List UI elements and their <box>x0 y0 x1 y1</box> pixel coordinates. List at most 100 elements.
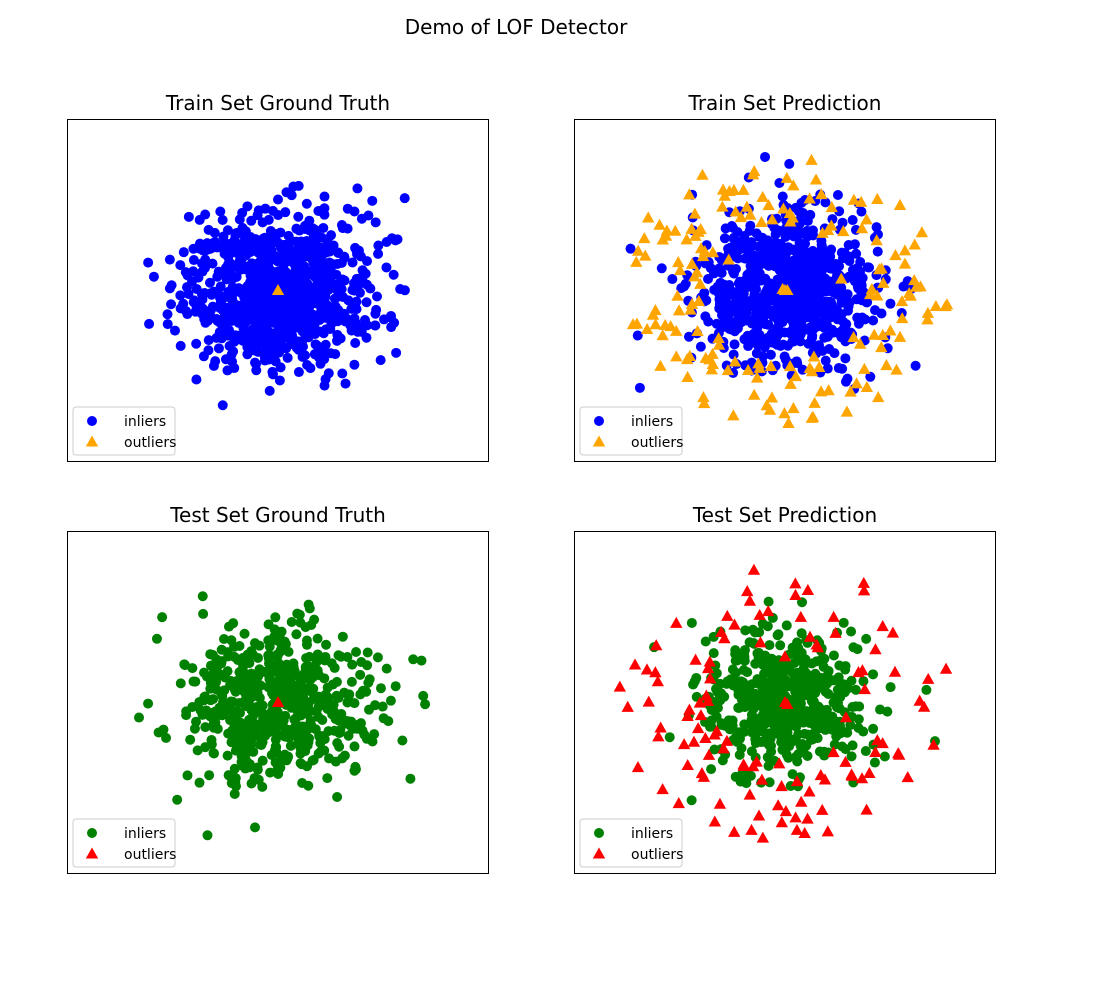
inlier-point <box>356 657 367 668</box>
inlier-point <box>728 301 739 312</box>
inlier-point <box>216 658 227 669</box>
inlier-point <box>819 314 830 325</box>
inlier-point <box>329 662 340 673</box>
outlier-point <box>803 630 817 642</box>
inlier-point <box>749 251 760 262</box>
outlier-point <box>782 416 795 428</box>
outlier-point <box>825 219 838 231</box>
inlier-point <box>199 256 210 267</box>
inlier-point <box>181 282 192 293</box>
inlier-point <box>872 246 883 257</box>
inlier-point <box>828 697 839 708</box>
inlier-point <box>320 374 331 385</box>
inlier-point <box>385 695 396 706</box>
inlier-point <box>720 720 731 731</box>
outlier-point <box>721 364 735 376</box>
inlier-point <box>842 373 853 384</box>
inlier-point <box>858 726 869 737</box>
inlier-point <box>827 214 838 225</box>
inlier-point <box>775 264 786 275</box>
outlier-point <box>808 396 821 408</box>
inlier-point <box>251 365 262 376</box>
outlier-point <box>642 695 655 707</box>
plot-area <box>133 591 431 841</box>
inlier-point <box>817 709 828 720</box>
plot-area <box>625 151 954 428</box>
outlier-point <box>778 407 791 419</box>
inlier-point <box>247 649 258 660</box>
inlier-point <box>885 298 896 309</box>
inlier-point <box>310 225 321 236</box>
inlier-point <box>377 701 388 712</box>
outlier-point <box>764 360 778 372</box>
inlier-point <box>143 257 154 268</box>
outlier-point <box>677 738 691 750</box>
inlier-point <box>733 689 744 700</box>
inlier-point <box>361 297 372 308</box>
outlier-point <box>781 697 794 709</box>
inlier-point <box>837 363 848 374</box>
inlier-point <box>327 310 338 321</box>
outlier-point <box>818 773 832 785</box>
inlier-point <box>322 274 333 285</box>
outlier-point <box>631 761 645 773</box>
inlier-point <box>296 236 307 247</box>
outlier-point <box>787 402 800 414</box>
inlier-point <box>768 311 779 322</box>
inlier-point <box>329 293 340 304</box>
chart-panel-2: Train Set Prediction inliers outliers <box>574 91 996 462</box>
inlier-point <box>812 733 823 744</box>
inlier-point <box>210 236 221 247</box>
outlier-point <box>683 349 697 361</box>
inlier-point <box>230 745 241 756</box>
inlier-point <box>796 691 807 702</box>
inlier-point <box>839 248 850 259</box>
outlier-point <box>640 322 654 335</box>
inlier-point <box>194 777 205 788</box>
outlier-point <box>698 245 711 257</box>
inlier-point <box>762 334 773 345</box>
inlier-point <box>242 349 253 360</box>
inlier-point <box>238 652 249 663</box>
outlier-point <box>790 775 804 787</box>
inlier-point <box>308 683 319 694</box>
outlier-point <box>865 282 879 294</box>
outlier-point <box>787 179 800 191</box>
outlier-point <box>737 183 750 195</box>
outlier-point <box>708 815 721 827</box>
inlier-point <box>246 668 257 679</box>
outlier-point <box>702 748 716 760</box>
inlier-point <box>252 762 263 773</box>
outlier-point <box>908 238 921 250</box>
inlier-point <box>806 658 817 669</box>
outlier-point <box>746 168 760 180</box>
inlier-point <box>720 290 731 301</box>
inlier-point <box>727 715 738 726</box>
inlier-point <box>229 641 240 652</box>
outlier-point <box>921 313 934 325</box>
inlier-point <box>230 683 241 694</box>
outlier-point <box>654 359 667 371</box>
inlier-point <box>206 739 217 750</box>
outlier-point <box>847 331 860 343</box>
outlier-point <box>794 610 807 622</box>
inlier-point <box>251 312 262 323</box>
inlier-point <box>272 237 283 248</box>
inlier-point <box>286 616 297 627</box>
outlier-point <box>734 211 748 223</box>
inlier-point <box>369 320 380 331</box>
outlier-point <box>795 795 808 807</box>
inlier-point <box>632 330 643 341</box>
outlier-point <box>869 643 882 655</box>
outlier-point <box>877 276 890 288</box>
outlier-point <box>681 758 694 771</box>
inlier-point <box>219 633 230 644</box>
outlier-point <box>688 207 702 219</box>
inlier-point <box>213 343 224 354</box>
outlier-point <box>685 222 698 234</box>
inlier-point <box>301 198 312 209</box>
inlier-point <box>306 620 317 631</box>
inlier-point <box>270 612 281 623</box>
inlier-point <box>153 727 164 738</box>
inlier-point <box>175 340 186 351</box>
